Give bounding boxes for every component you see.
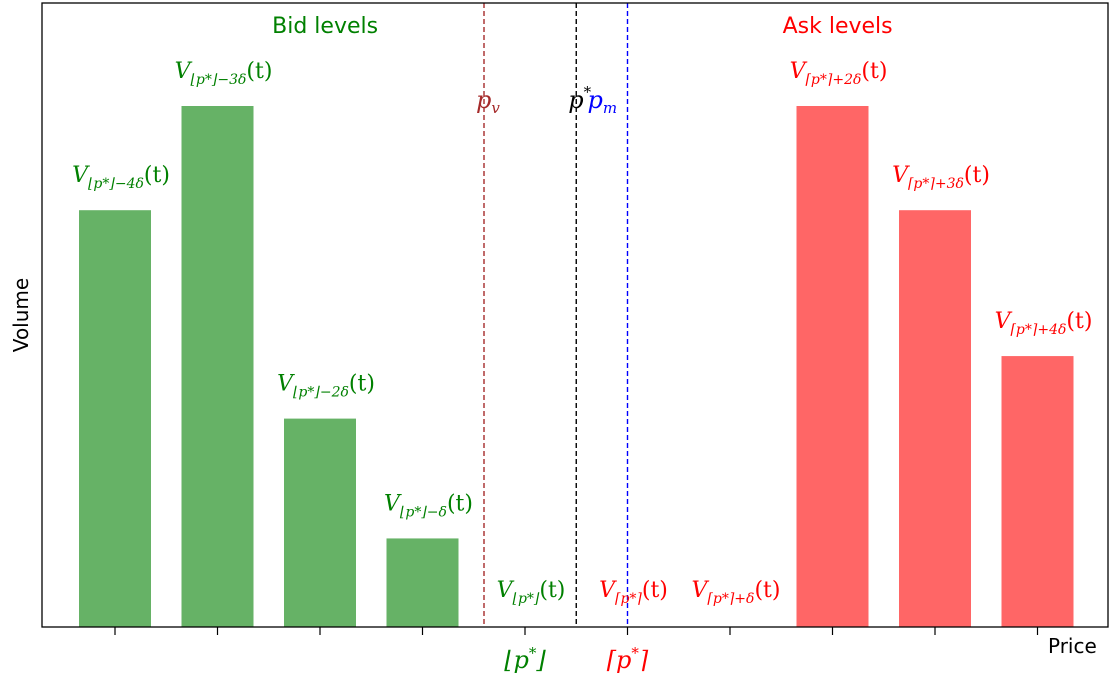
x-axis-label: Price (1048, 634, 1097, 658)
labels-layer: V⌊p*⌋−4δ(t) V⌊p*⌋−3δ(t) V⌊p*⌋−2δ(t) V⌊p*⌋−δ… (72, 14, 1092, 607)
ticks-layer: ⌊p*⌋ ⌈p*⌉ (114, 627, 1039, 674)
bar-label-ask-4: V⌈p*⌉+4δ(t) (995, 309, 1093, 338)
x-tick-label-ceil: ⌈p*⌉ (607, 644, 649, 674)
reference-lines-layer (483, 3, 629, 627)
bar-label-ask-2: V⌈p*⌉+2δ(t) (790, 59, 888, 88)
group-label-ask: Ask levels (783, 14, 893, 39)
bar-ask-4 (1001, 356, 1074, 627)
bar-label-bid-2: V⌊p*⌋−2δ(t) (277, 372, 375, 401)
vline-label-v: pv (476, 86, 500, 117)
bar-label-bid-0: V⌊p*⌋−4δ(t) (72, 163, 170, 192)
bar-label-ask-1: V⌈p*⌉+δ(t) (692, 578, 781, 607)
bar-bid-0 (79, 210, 151, 627)
bar-bid-3 (386, 538, 459, 627)
axes-frame (41, 2, 1109, 628)
bar-label-bid-3: V⌊p*⌋−δ(t) (384, 491, 473, 520)
group-label-bid: Bid levels (272, 14, 378, 39)
bar-label-bid-1: V⌊p*⌋−3δ(t) (175, 59, 273, 88)
bar-label-ask-3: V⌈p*⌉+3δ(t) (892, 163, 990, 192)
bar-bid-1 (181, 106, 254, 627)
bar-bid-2 (284, 418, 356, 627)
bar-label-ask-0: V⌈p*⌉(t) (599, 578, 668, 607)
x-tick-label-floor: ⌊p*⌋ (504, 644, 546, 674)
vline-label-star: p* (568, 83, 591, 114)
bar-ask-2 (796, 106, 869, 627)
bars-layer (79, 106, 1074, 627)
vline-label-m: pm (588, 86, 618, 117)
bar-ask-3 (899, 210, 971, 627)
bar-label-bid-4: V⌊p*⌋(t) (497, 578, 566, 607)
y-axis-label: Volume (9, 278, 33, 352)
